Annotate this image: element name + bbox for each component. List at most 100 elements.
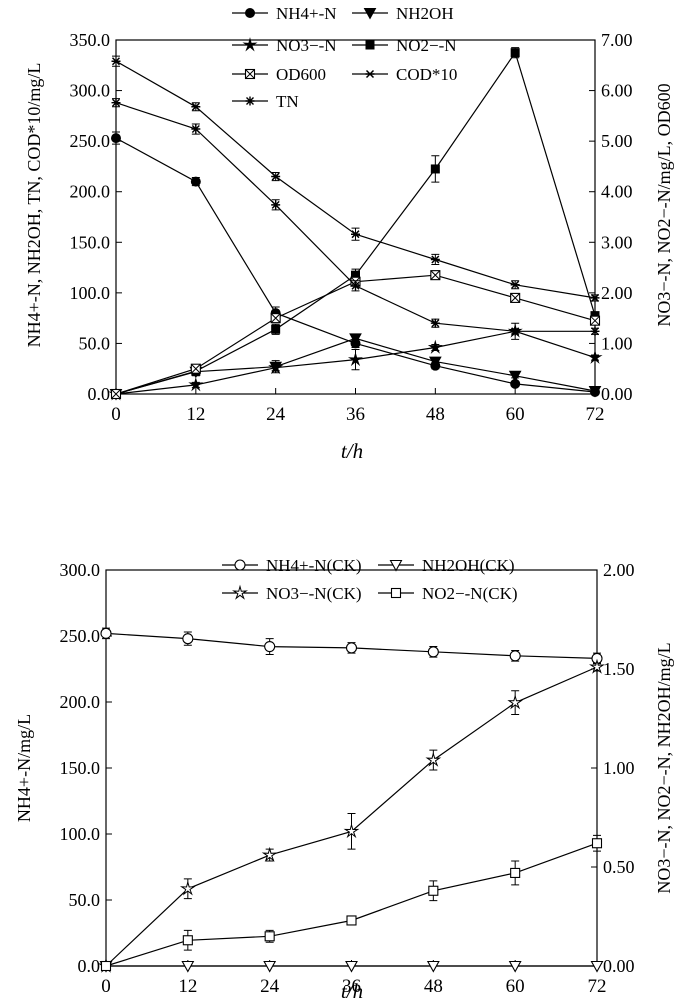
legend-label: NO2−-N [396,36,457,55]
x-tick-label: 12 [186,404,205,425]
data-point [102,962,111,971]
x-tick-label: 60 [506,404,525,425]
data-point [510,651,520,661]
y-left-tick-label: 100.0 [60,824,101,844]
data-point [351,281,360,290]
right-axis-title: NO3−-N, NO2−-N/mg/L, OD600 [654,83,674,326]
left-axis-title: NH4+-N/mg/L [14,714,34,822]
legend-item: NH4+-N [232,4,337,23]
x-tick-label: 60 [506,976,525,997]
data-point [593,839,602,848]
series-line [116,103,595,332]
legend-label: NH4+-N(CK) [266,556,362,575]
series-NH4+-N(CK) [101,628,602,664]
data-point [265,932,274,941]
data-point [191,177,200,186]
y-left-tick-label: 350.0 [70,30,111,50]
data-point [271,200,280,209]
legend-item: NH4+-N(CK) [222,556,362,575]
y-right-tick-label: 0.00 [601,384,633,404]
legend-label: NO3−-N(CK) [266,584,362,603]
legend-item: NH2OH(CK) [378,556,515,575]
x-tick-label: 36 [346,404,365,425]
y-right-tick-label: 1.00 [603,758,635,778]
legend-label: NH4+-N [276,4,337,23]
x-tick-label: 24 [266,404,286,425]
y-right-tick-label: 3.00 [601,232,633,252]
x-tick-label: 0 [111,404,121,425]
data-point [428,647,438,657]
data-point [431,165,439,173]
legend-item: OD600 [232,65,326,84]
legend-label: NO2−-N(CK) [422,584,518,603]
data-point [112,134,121,143]
legend-item: NO3−-N [232,36,337,55]
x-axis-title: t/h [341,979,363,1000]
data-point [431,271,440,280]
y-left-tick-label: 200.0 [60,692,101,712]
y-right-tick-label: 6.00 [601,81,633,101]
legend-item: COD*10 [352,65,457,84]
data-point [591,327,600,336]
legend-item: TN [232,92,299,111]
data-point [511,868,520,877]
y-right-tick-label: 0.50 [603,857,635,877]
legend-label: TN [276,92,299,111]
y-right-tick-label: 4.00 [601,182,633,202]
series-layer [100,628,603,971]
data-point [431,319,440,328]
y-left-tick-label: 300.0 [60,560,101,580]
y-right-tick-label: 1.00 [601,333,633,353]
series-line [106,843,597,966]
legend-label: OD600 [276,65,326,84]
legend-marker [366,71,375,78]
data-point [112,390,121,399]
series-line [116,61,595,298]
tick-marks: 01224364860720.050.0100.0150.0200.0250.0… [60,560,635,997]
y-left-tick-label: 250.0 [60,626,101,646]
right-axis-title: NO3−-N, NO2−-N, NH2OH/mg/L [654,642,674,893]
x-tick-label: 0 [101,976,111,997]
y-right-tick-label: 5.00 [601,131,633,151]
data-point [347,916,356,925]
plot-frame [106,570,597,966]
data-point [347,643,357,653]
series-NH2OH(CK) [101,962,603,972]
legend: NH4+-N(CK) NH2OH(CK) NO3−-N(CK) NO2−-N(CK) [222,556,518,603]
legend-marker [235,560,245,570]
legend-marker [246,97,255,106]
tick-marks: 01224364860720.050.0100.0150.0200.0250.0… [70,30,633,425]
legend: NH4+-N NH2OH NO3−-N NO2−-N OD600 COD*10 TN [232,4,457,111]
y-right-tick-label: 0.00 [603,956,635,976]
y-right-tick-label: 1.50 [603,659,635,679]
legend-label: COD*10 [396,65,457,84]
y-left-tick-label: 150.0 [60,758,101,778]
data-point [265,642,275,652]
y-left-tick-label: 50.0 [79,333,111,353]
x-tick-label: 48 [426,404,445,425]
data-point [272,325,280,333]
y-right-tick-label: 7.00 [601,30,633,50]
left-axis-title: NH4+-N, NH2OH, TN, COD*10/mg/L [24,63,44,348]
y-left-tick-label: 100.0 [70,283,111,303]
y-left-tick-label: 250.0 [70,131,111,151]
y-left-tick-label: 300.0 [70,81,111,101]
data-point [183,634,193,644]
series-TN [112,98,600,339]
legend-marker [246,9,255,18]
legend-marker [244,39,255,50]
y-left-tick-label: 200.0 [70,182,111,202]
legend-item: NO2−-N [352,36,457,55]
legend-item: NO2−-N(CK) [378,584,518,603]
x-tick-label: 24 [260,976,280,997]
y-right-tick-label: 2.00 [601,283,633,303]
chart-bottom: 01224364860720.050.0100.0150.0200.0250.0… [14,556,674,1000]
legend-marker [366,41,374,49]
series-NO2−-N(CK) [102,835,602,970]
legend-label: NO3−-N [276,36,337,55]
data-point [112,98,121,107]
y-right-tick-label: 2.00 [603,560,635,580]
legend-label: NH2OH [396,4,454,23]
x-axis-title: t/h [341,439,363,463]
